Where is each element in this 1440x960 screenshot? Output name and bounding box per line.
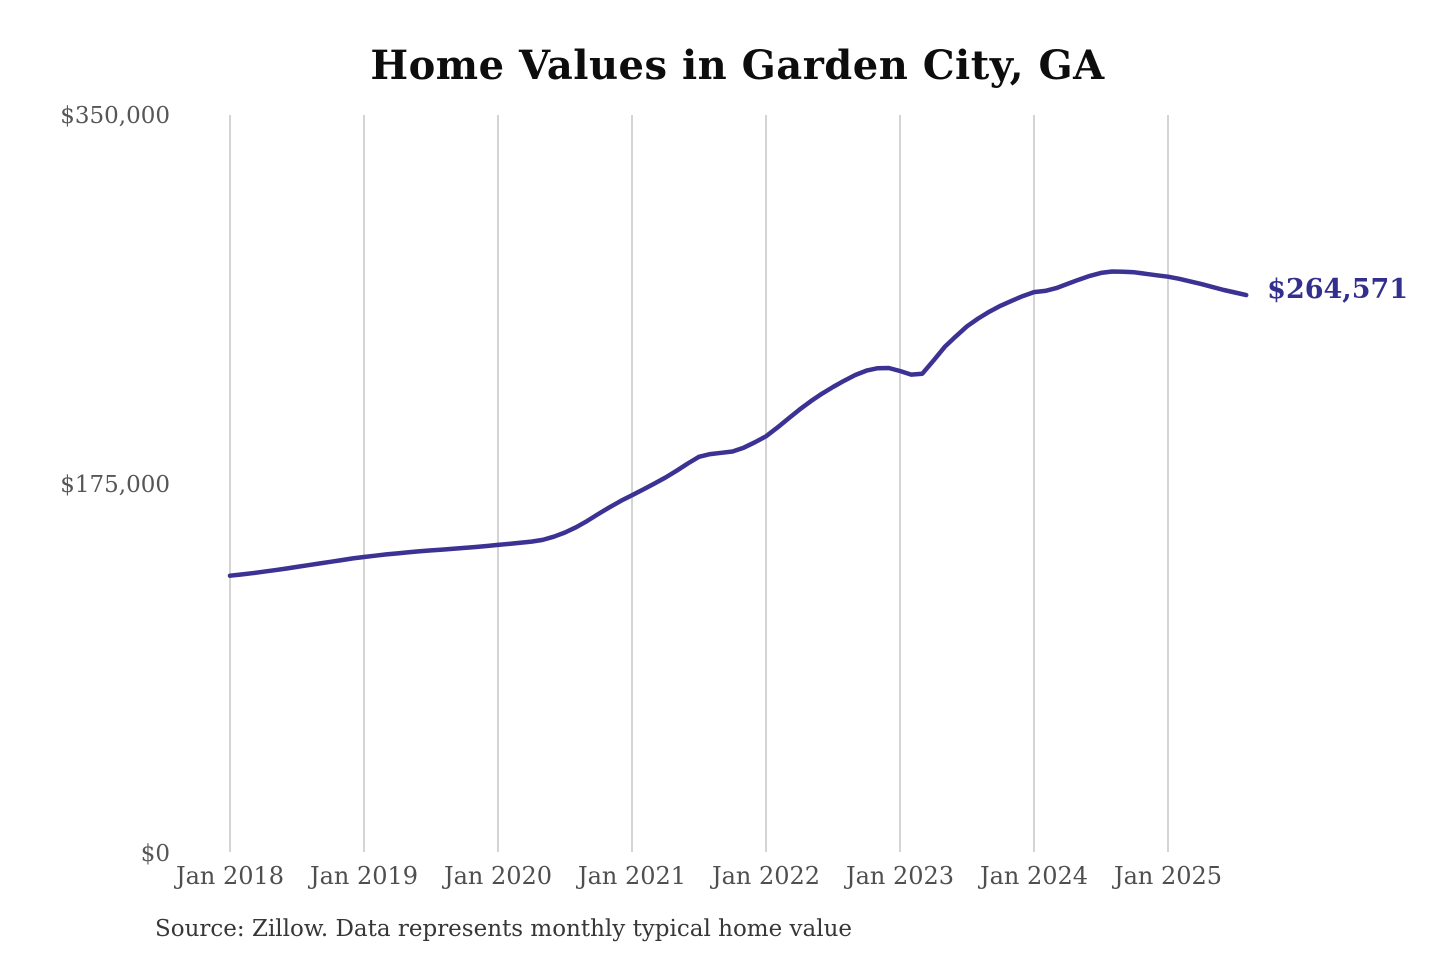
y-axis-label: $350,000 [60, 103, 170, 129]
x-axis-label: Jan 2020 [441, 862, 552, 890]
y-axis-label: $175,000 [60, 472, 170, 498]
x-axis-label: Jan 2024 [977, 862, 1088, 890]
end-value-label: $264,571 [1267, 274, 1408, 305]
source-note: Source: Zillow. Data represents monthly … [155, 916, 853, 942]
x-axis-label: Jan 2022 [709, 862, 820, 890]
x-axis-label: Jan 2023 [843, 862, 954, 890]
y-axis-label: $0 [141, 841, 170, 867]
x-axis-label: Jan 2019 [307, 862, 418, 890]
x-axis-label: Jan 2021 [575, 862, 686, 890]
x-axis-label: Jan 2018 [173, 862, 284, 890]
x-axis-label: Jan 2025 [1111, 862, 1222, 890]
home-value-line [227, 269, 1249, 578]
chart-title: Home Values in Garden City, GA [370, 42, 1105, 89]
